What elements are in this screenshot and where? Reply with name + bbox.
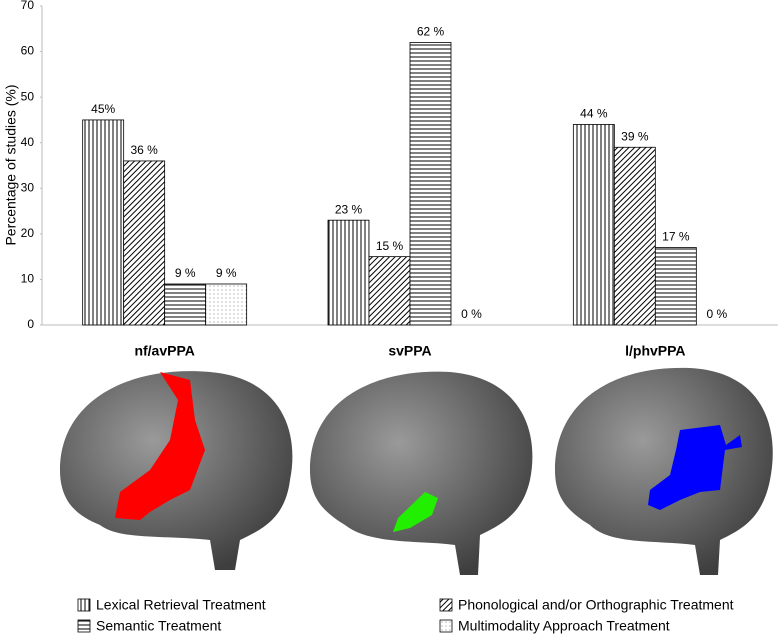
bar [327,219,370,326]
brain-left [60,371,293,570]
legend-label: Lexical Retrieval Treatment [96,597,266,613]
value-label: 0 % [461,307,482,321]
y-tick-label: 10 [21,272,35,286]
y-tick-label: 50 [21,89,35,103]
y-tick-label: 0 [27,317,34,331]
value-label: 0 % [706,307,727,321]
value-label: 36 % [130,143,158,157]
bar [205,283,248,326]
y-tick-label: 20 [21,226,35,240]
value-label: 9 % [175,266,196,280]
value-label: 23 % [335,202,363,216]
legend-label: Multimodality Approach Treatment [458,618,670,634]
bar [368,256,411,326]
x-tick-label: svPPA [388,343,431,359]
x-tick-label: nf/avPPA [134,343,194,359]
value-label: 9 % [216,266,237,280]
bar [409,42,452,326]
legend-swatch [439,598,453,612]
value-label: 15 % [376,239,404,253]
bar [654,247,697,326]
x-tick-label: l/phvPPA [625,343,685,359]
legend-label: Phonological and/or Orthographic Treatme… [458,597,734,613]
bar [123,160,166,326]
legend-swatch [77,598,91,612]
y-tick-label: 40 [21,135,35,149]
legend-label: Semantic Treatment [96,618,221,634]
bar [572,124,615,326]
brain-middle [310,371,533,575]
y-axis-label: Percentage of studies (%) [3,84,19,245]
bar [82,119,125,326]
value-label: 45% [91,102,115,116]
bar [613,146,656,326]
bar [164,283,207,326]
legend-swatch [77,619,91,633]
brain-right [555,367,773,575]
value-label: 62 % [417,25,445,39]
y-tick-label: 70 [21,0,35,12]
value-label: 17 % [662,230,690,244]
legend-swatch [439,619,453,633]
value-label: 39 % [621,129,649,143]
y-tick-label: 60 [21,44,35,58]
y-tick-label: 30 [21,180,35,194]
value-label: 44 % [580,107,608,121]
